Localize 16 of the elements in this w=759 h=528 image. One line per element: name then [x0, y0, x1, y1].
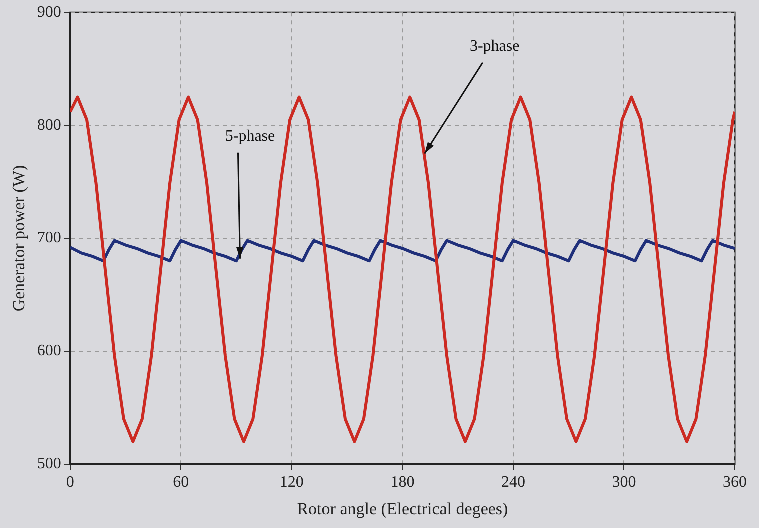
x-tick-label: 60 — [173, 474, 190, 492]
y-tick-label: 900 — [37, 4, 62, 21]
y-tick-label: 500 — [37, 456, 62, 473]
x-tick-label: 180 — [390, 474, 415, 492]
y-tick-label: 700 — [37, 230, 62, 247]
x-tick-label: 0 — [66, 474, 74, 492]
annotation: 3-phase — [470, 38, 520, 55]
y-tick-label: 800 — [37, 116, 62, 134]
y-tick-label: 600 — [37, 342, 62, 360]
y-axis-title: Generator power (W) — [10, 165, 29, 312]
x-tick-label: 300 — [612, 474, 636, 492]
annotation: 5-phase — [225, 128, 276, 146]
x-tick-label: 240 — [501, 474, 526, 492]
x-tick-label: 120 — [280, 474, 304, 492]
x-tick-label: 360 — [723, 474, 747, 492]
x-axis-title: Rotor angle (Electrical degees) — [297, 499, 508, 518]
